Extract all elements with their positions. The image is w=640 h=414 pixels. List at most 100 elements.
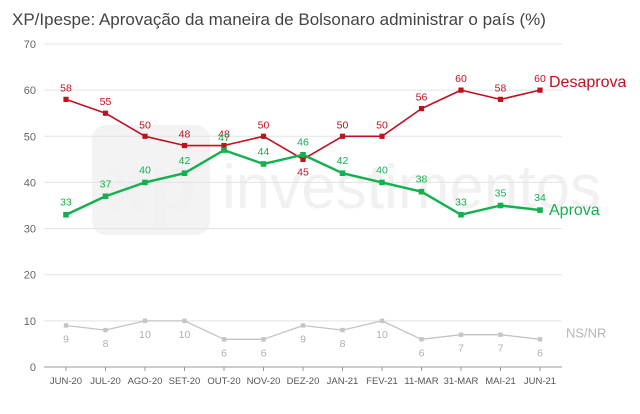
- data-point: [181, 170, 188, 176]
- data-label: 46: [297, 137, 309, 149]
- data-label: 10: [139, 329, 151, 341]
- series-name-label: Aprova: [549, 202, 600, 219]
- watermark-brand: xp: [105, 139, 196, 227]
- data-label: 33: [60, 197, 72, 209]
- data-label: 47: [218, 132, 230, 144]
- x-tick-label: FEV-21: [366, 376, 398, 387]
- data-point: [497, 202, 504, 209]
- data-point: [537, 337, 543, 342]
- y-tick-label: 70: [24, 39, 36, 51]
- data-point: [300, 323, 306, 328]
- x-axis: JUN-20 JUL-20 AGO-20 SET-20 OUT-20 NOV-20 DEZ-…: [50, 367, 556, 387]
- data-point: [261, 337, 266, 342]
- data-label: 50: [258, 119, 270, 131]
- x-tick-label: MAI-21: [485, 376, 516, 387]
- data-label: 44: [258, 146, 270, 158]
- y-tick-label: 30: [24, 224, 36, 236]
- data-label: 50: [337, 119, 349, 131]
- data-point: [537, 87, 543, 93]
- series-name-label: NS/NR: [566, 326, 606, 341]
- data-label: 7: [498, 343, 504, 355]
- data-label: 38: [416, 174, 428, 186]
- data-point: [537, 207, 543, 213]
- x-tick-label: JUN-21: [524, 376, 556, 387]
- data-point: [418, 106, 425, 112]
- data-point: [103, 327, 108, 333]
- data-point: [300, 151, 306, 158]
- data-point: [418, 188, 425, 195]
- chart-title: XP/Ipespe: Aprovação da maneira de Bolso…: [12, 10, 546, 29]
- data-label: 56: [416, 92, 428, 104]
- y-axis: 0 10 20 30 40 50 60 70: [24, 39, 36, 374]
- data-label: 60: [455, 73, 467, 85]
- y-tick-label: 50: [24, 131, 36, 143]
- data-label: 45: [297, 166, 309, 178]
- data-point: [142, 179, 148, 186]
- data-label: 42: [337, 155, 349, 167]
- data-point: [102, 110, 109, 116]
- y-tick-label: 0: [30, 362, 36, 374]
- x-tick-label: OUT-20: [207, 376, 240, 387]
- x-tick-label: DEZ-20: [287, 376, 320, 387]
- x-tick-label: 31-MAR: [444, 376, 479, 387]
- data-label: 40: [139, 164, 151, 176]
- series-ns-nr: 9 8 10 10 6 6 9 8 10 6 7 7 6 NS/NR: [63, 318, 606, 359]
- data-label: 34: [534, 192, 546, 204]
- data-point: [221, 142, 227, 149]
- data-point: [300, 156, 306, 162]
- data-point: [142, 318, 148, 324]
- x-tick-label: JAN-21: [327, 376, 359, 387]
- data-point: [221, 147, 227, 153]
- data-label: 50: [376, 119, 388, 131]
- data-label: 55: [100, 96, 112, 108]
- data-label: 6: [537, 347, 543, 359]
- data-label: 6: [221, 347, 227, 359]
- data-label: 8: [340, 338, 346, 350]
- data-point: [260, 133, 267, 139]
- y-tick-label: 10: [24, 316, 36, 328]
- data-point: [339, 133, 346, 139]
- data-point: [182, 318, 187, 324]
- data-point: [63, 96, 69, 102]
- data-point: [102, 193, 109, 200]
- data-label: 40: [376, 164, 388, 176]
- x-tick-label: JUN-20: [50, 376, 82, 387]
- data-label: 35: [495, 188, 507, 200]
- data-point: [379, 318, 385, 324]
- data-point: [260, 161, 267, 167]
- data-point: [63, 323, 69, 328]
- x-tick-label: SET-20: [169, 376, 201, 387]
- data-label: 33: [455, 197, 467, 209]
- x-tick-label: JUL-20: [90, 376, 121, 387]
- data-label: 9: [300, 333, 306, 345]
- data-point: [498, 332, 503, 337]
- data-label: 6: [261, 347, 267, 359]
- data-label: 58: [495, 82, 507, 94]
- data-point: [63, 211, 69, 218]
- data-point: [419, 337, 424, 342]
- data-label: 7: [458, 343, 464, 355]
- x-tick-label: NOV-20: [247, 376, 281, 387]
- y-tick-label: 40: [24, 177, 36, 189]
- data-point: [458, 332, 464, 337]
- data-label: 48: [218, 129, 230, 141]
- data-point: [379, 133, 385, 139]
- data-label: 8: [103, 338, 109, 350]
- x-tick-label: AGO-20: [128, 376, 163, 387]
- grid: [44, 43, 562, 368]
- data-label: 10: [376, 329, 388, 341]
- data-label: 60: [534, 73, 546, 85]
- data-point: [181, 142, 188, 149]
- series-name-label: Desaprova: [549, 74, 626, 91]
- data-point: [458, 211, 464, 218]
- data-label: 50: [139, 119, 151, 131]
- y-tick-label: 20: [24, 270, 36, 282]
- data-point: [339, 170, 346, 176]
- data-label: 6: [419, 347, 425, 359]
- data-point: [379, 179, 385, 186]
- watermark: xp investimentos: [92, 125, 601, 235]
